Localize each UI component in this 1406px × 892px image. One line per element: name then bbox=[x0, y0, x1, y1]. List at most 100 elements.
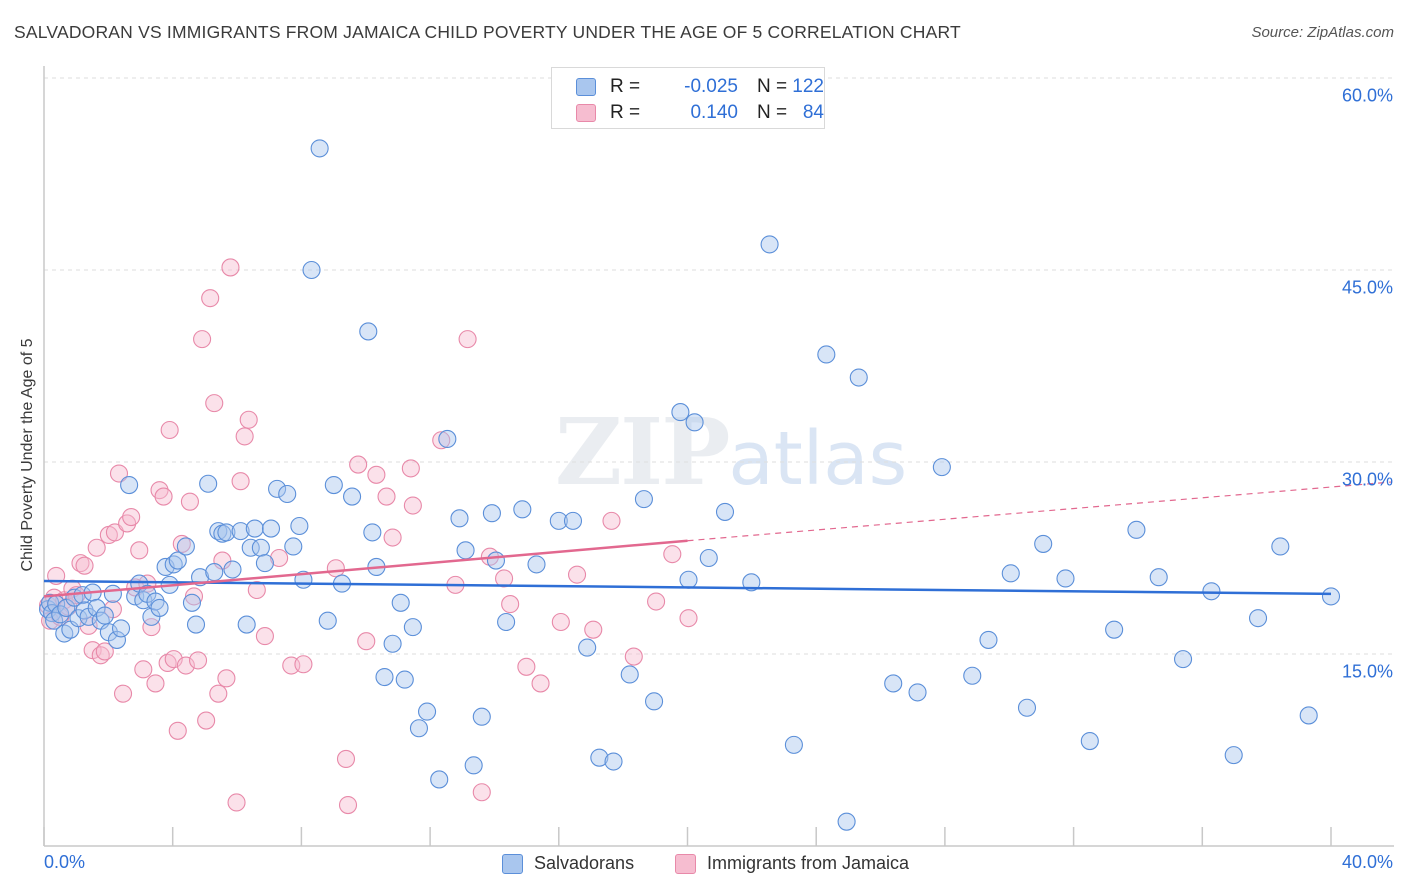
data-point bbox=[199, 474, 218, 493]
watermark: ZIPatlas bbox=[555, 398, 907, 506]
data-point bbox=[472, 783, 491, 802]
data-point bbox=[1056, 569, 1075, 588]
data-point bbox=[231, 472, 250, 491]
data-point bbox=[486, 551, 506, 570]
data-point bbox=[663, 545, 682, 564]
series-legend: Salvadorans Immigrants from Jamaica bbox=[0, 852, 1406, 878]
data-point bbox=[227, 793, 246, 812]
data-point bbox=[849, 368, 868, 387]
n-value: 84 bbox=[802, 102, 824, 123]
data-point bbox=[482, 504, 501, 523]
data-point bbox=[620, 665, 639, 684]
data-point bbox=[645, 692, 664, 711]
data-point bbox=[75, 556, 94, 575]
data-point bbox=[113, 684, 133, 703]
data-point bbox=[176, 537, 195, 556]
data-point bbox=[513, 500, 532, 519]
data-point bbox=[602, 511, 621, 530]
data-point bbox=[180, 492, 199, 511]
data-point bbox=[395, 670, 414, 689]
data-point bbox=[837, 812, 856, 831]
data-point bbox=[908, 683, 927, 702]
data-point bbox=[817, 345, 836, 364]
data-point bbox=[1173, 650, 1193, 669]
data-point bbox=[563, 511, 583, 530]
data-point bbox=[255, 627, 274, 646]
data-point bbox=[251, 538, 270, 557]
data-point bbox=[932, 458, 951, 477]
data-point bbox=[458, 330, 477, 349]
data-point bbox=[41, 611, 60, 630]
data-point bbox=[120, 475, 139, 495]
data-point bbox=[1105, 620, 1124, 639]
data-point bbox=[963, 666, 982, 685]
data-point bbox=[438, 429, 457, 449]
data-point bbox=[87, 538, 106, 557]
data-point bbox=[1034, 534, 1053, 553]
data-point bbox=[1248, 609, 1268, 628]
data-point bbox=[472, 707, 491, 726]
x-tick-label: 40.0% bbox=[1341, 852, 1393, 872]
legend-label: Immigrants from Jamaica bbox=[707, 853, 910, 873]
data-point bbox=[432, 431, 451, 450]
data-point bbox=[1149, 568, 1168, 587]
data-point bbox=[403, 496, 422, 515]
data-points bbox=[39, 139, 1341, 831]
data-point bbox=[715, 502, 735, 521]
data-point bbox=[231, 522, 250, 541]
data-point bbox=[261, 519, 281, 538]
data-point bbox=[409, 719, 429, 738]
data-point bbox=[357, 632, 376, 651]
data-point bbox=[1202, 582, 1221, 601]
data-point bbox=[111, 619, 131, 638]
data-point bbox=[464, 756, 483, 775]
data-point bbox=[604, 752, 623, 771]
stats-legend: R = -0.025 N = 122 R = 0.140 N = 84 bbox=[551, 67, 825, 129]
data-point bbox=[1321, 587, 1341, 606]
trend-line-jamaica bbox=[43, 539, 688, 598]
data-point bbox=[294, 655, 313, 674]
data-point bbox=[188, 651, 208, 670]
data-point bbox=[221, 258, 240, 277]
data-point bbox=[168, 721, 187, 740]
salvadorans-legend-swatch bbox=[502, 854, 523, 874]
data-point bbox=[375, 667, 394, 687]
r-label: R = bbox=[610, 102, 641, 123]
data-point bbox=[383, 528, 402, 547]
data-point bbox=[168, 551, 187, 570]
data-point bbox=[497, 612, 516, 632]
data-point bbox=[134, 660, 153, 679]
n-label: N = bbox=[757, 102, 788, 123]
data-point bbox=[418, 702, 437, 721]
data-point bbox=[377, 487, 396, 506]
data-point bbox=[584, 620, 603, 639]
data-point bbox=[679, 570, 698, 589]
data-point bbox=[367, 465, 386, 484]
data-point bbox=[217, 523, 236, 542]
data-point bbox=[979, 630, 998, 649]
data-point bbox=[146, 674, 165, 693]
data-point bbox=[679, 609, 698, 628]
axes bbox=[43, 66, 1394, 847]
watermark-zip: ZIP bbox=[555, 398, 730, 506]
data-point bbox=[326, 559, 345, 578]
data-point bbox=[223, 560, 242, 579]
data-point bbox=[336, 749, 356, 769]
data-point bbox=[201, 289, 220, 308]
data-point bbox=[302, 260, 321, 280]
data-point bbox=[383, 634, 402, 653]
y-axis-label: Child Poverty Under the Age of 5 bbox=[19, 338, 36, 572]
data-point bbox=[590, 748, 609, 767]
data-point bbox=[685, 413, 704, 432]
data-point bbox=[107, 630, 127, 649]
data-point bbox=[217, 669, 236, 688]
data-point bbox=[122, 507, 141, 527]
source-credit: Source: ZipAtlas.com bbox=[1251, 24, 1394, 41]
data-point bbox=[501, 595, 520, 614]
data-point bbox=[278, 484, 297, 504]
data-point bbox=[310, 139, 329, 158]
data-point bbox=[150, 598, 169, 617]
data-point bbox=[391, 593, 410, 612]
n-label: N = bbox=[757, 76, 788, 97]
data-point bbox=[495, 569, 514, 588]
